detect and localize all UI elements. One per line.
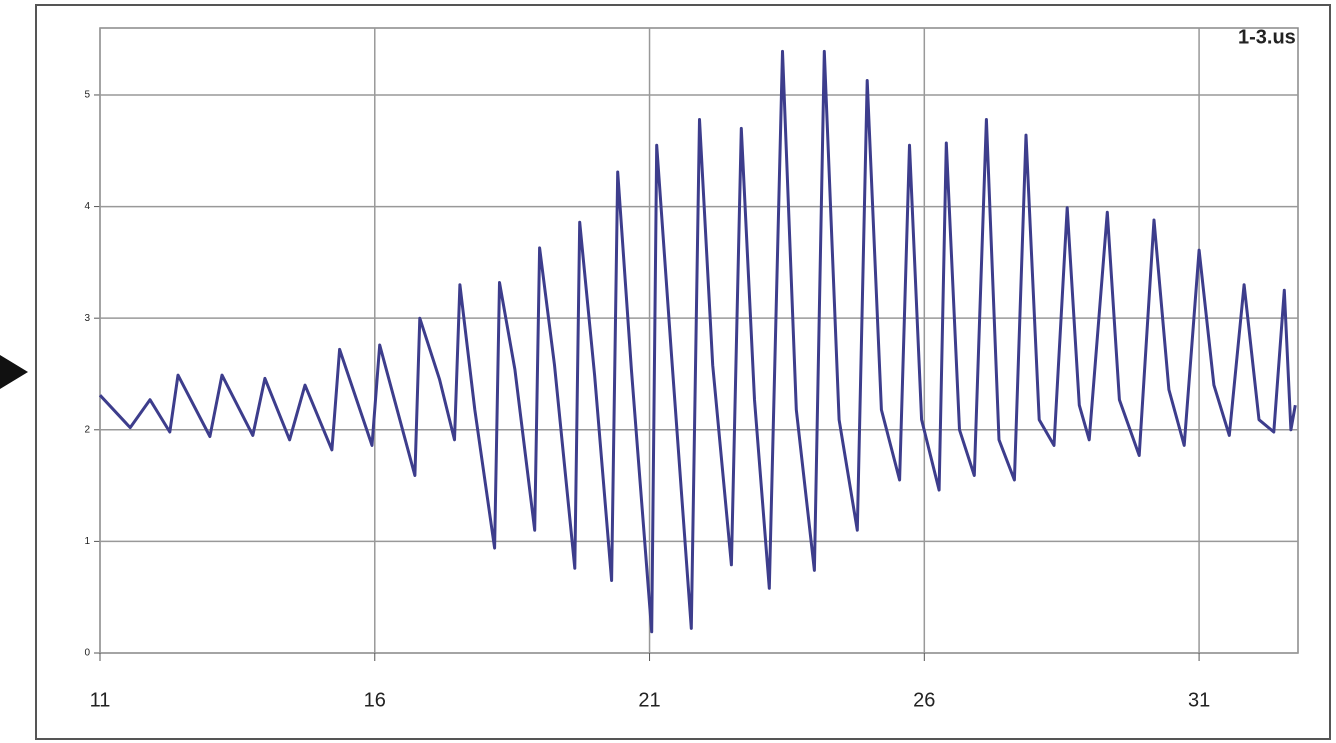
y-tick-label: 5 (84, 90, 90, 101)
x-tick-label: 11 (90, 689, 111, 711)
y-tick-label: 4 (84, 201, 90, 212)
annotation: 1-3.us (1238, 26, 1296, 48)
y-tick-label: 1 (84, 536, 90, 547)
y-tick-label: 3 (84, 313, 90, 324)
x-tick-label: 26 (913, 689, 935, 711)
y-tick-label: 2 (84, 424, 90, 435)
x-tick-label: 16 (364, 689, 386, 711)
x-tick-label: 21 (638, 689, 660, 711)
pointer-arrow (0, 355, 28, 389)
chart-frame (35, 4, 1331, 740)
x-tick-label: 31 (1188, 689, 1210, 711)
data-line (98, 49, 1297, 634)
y-tick-label: 0 (84, 648, 90, 659)
